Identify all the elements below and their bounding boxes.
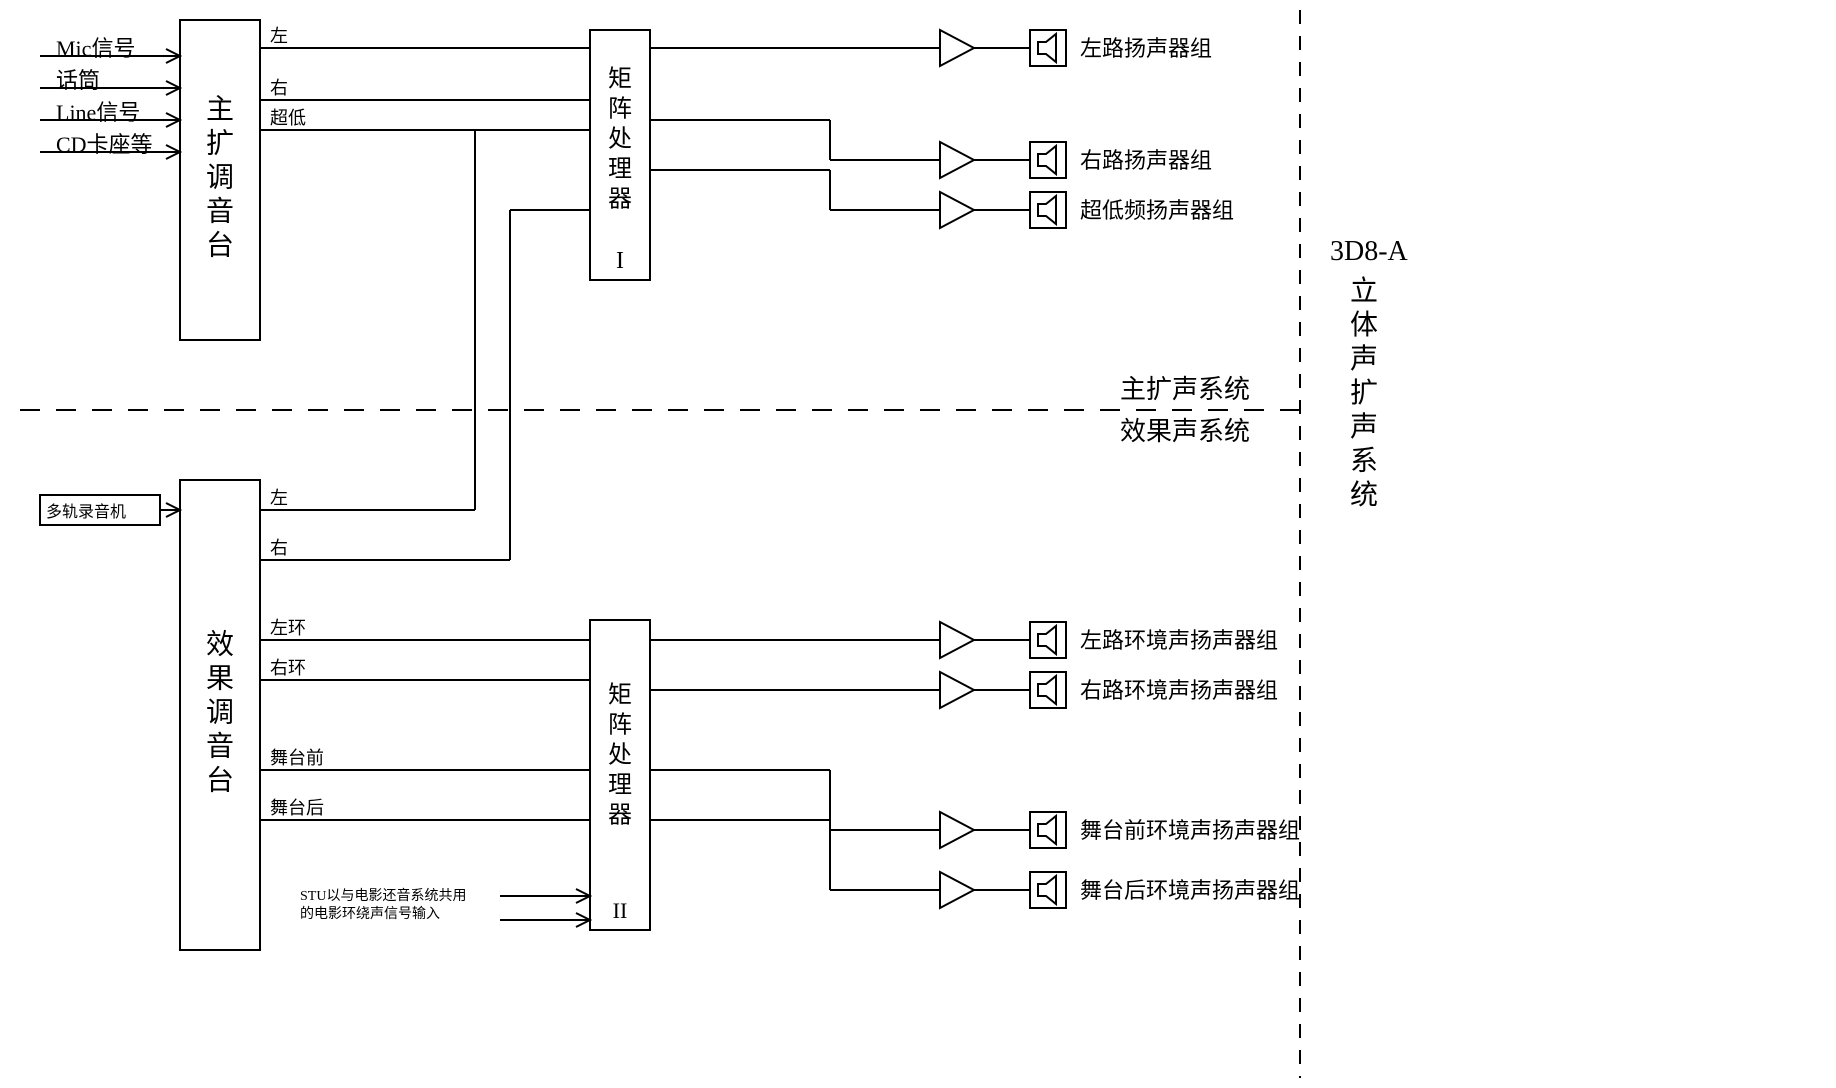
signal-label: 左	[270, 26, 288, 46]
svg-text:处: 处	[608, 126, 632, 153]
input-label: Mic信号	[56, 36, 135, 61]
svg-text:果: 果	[206, 663, 234, 694]
signal-label: 舞台前	[270, 748, 324, 768]
divider-label-bot: 效果声系统	[1120, 417, 1250, 446]
svg-text:音: 音	[206, 195, 234, 227]
svg-text:器: 器	[608, 187, 632, 213]
svg-text:台: 台	[206, 764, 234, 796]
input-label: Line信号	[56, 100, 140, 125]
svg-text:处: 处	[608, 742, 632, 769]
svg-text:阵: 阵	[608, 712, 632, 739]
speaker-group-label: 舞台前环境声扬声器组	[1080, 818, 1300, 843]
input-label: 话筒	[56, 68, 100, 93]
speaker-group-label: 右路扬声器组	[1080, 148, 1212, 173]
divider-label-top: 主扩声系统	[1120, 375, 1250, 404]
svg-text:II: II	[613, 898, 628, 923]
signal-label: 右	[270, 78, 288, 98]
system-subtitle: 统	[1350, 479, 1378, 511]
svg-text:I: I	[616, 248, 624, 274]
svg-text:调: 调	[206, 697, 234, 728]
system-subtitle: 声	[1350, 343, 1378, 375]
svg-text:调: 调	[206, 162, 234, 193]
signal-label: 舞台后	[270, 798, 324, 818]
signal-label: 左	[270, 488, 288, 508]
signal-label: 右环	[270, 658, 306, 678]
speaker-group-label: 左路扬声器组	[1080, 36, 1212, 61]
svg-text:理: 理	[608, 157, 632, 183]
svg-text:主: 主	[206, 93, 234, 125]
svg-text:多轨录音机: 多轨录音机	[46, 503, 126, 521]
speaker-group-label: 超低频扬声器组	[1080, 198, 1234, 223]
system-subtitle: 声	[1350, 411, 1378, 443]
svg-text:效: 效	[206, 628, 234, 660]
svg-text:扩: 扩	[206, 127, 234, 159]
input-label: CD卡座等	[56, 132, 153, 157]
system-subtitle: 系	[1350, 445, 1378, 477]
speaker-group-label: 右路环境声扬声器组	[1080, 678, 1278, 703]
svg-text:阵: 阵	[608, 96, 632, 123]
svg-text:台: 台	[206, 229, 234, 261]
cinema-note: 的电影环绕声信号输入	[300, 906, 440, 922]
svg-text:音: 音	[206, 730, 234, 762]
cinema-note: STU以与电影还音系统共用	[300, 887, 466, 904]
system-subtitle: 扩	[1350, 377, 1378, 409]
svg-text:理: 理	[608, 773, 632, 799]
system-subtitle: 立	[1350, 275, 1378, 307]
svg-text:器: 器	[608, 803, 632, 829]
system-title: 3D8-A	[1330, 236, 1409, 267]
signal-label: 右	[270, 538, 288, 558]
system-subtitle: 体	[1350, 309, 1378, 341]
svg-text:矩: 矩	[608, 682, 632, 709]
speaker-group-label: 左路环境声扬声器组	[1080, 628, 1278, 653]
svg-text:矩: 矩	[608, 66, 632, 93]
signal-label: 超低	[270, 108, 306, 128]
speaker-group-label: 舞台后环境声扬声器组	[1080, 878, 1300, 903]
signal-label: 左环	[270, 618, 306, 638]
